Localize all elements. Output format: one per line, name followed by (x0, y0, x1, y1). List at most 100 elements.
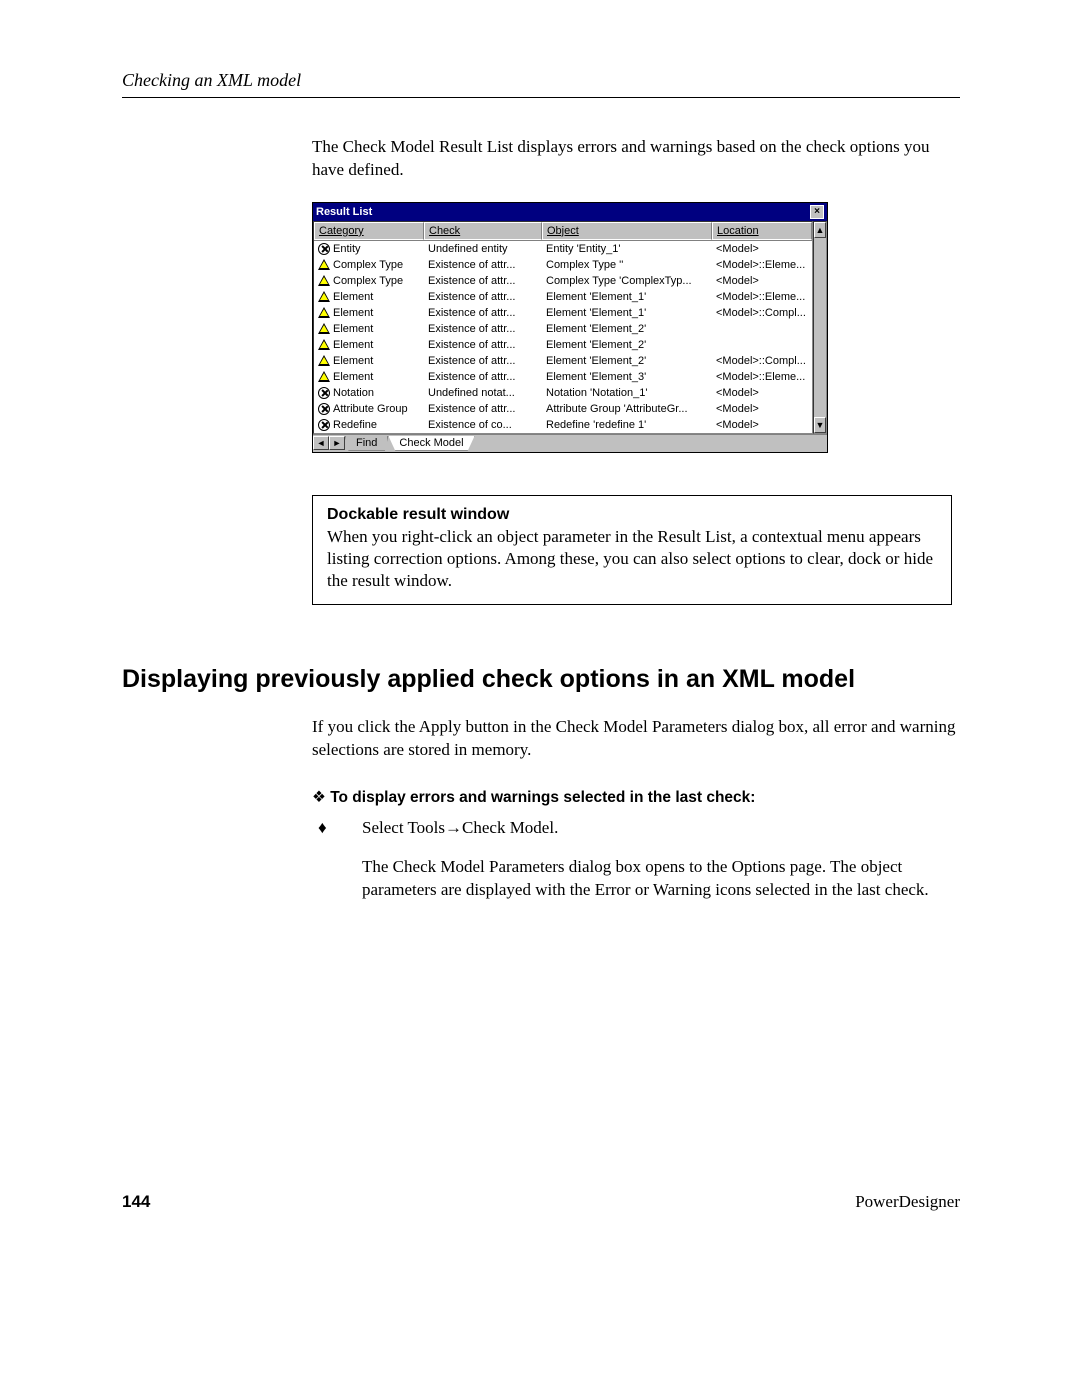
warning-icon (318, 307, 330, 318)
category-text: Attribute Group (333, 403, 408, 415)
footer-product: PowerDesigner (855, 1192, 960, 1212)
category-text: Entity (333, 243, 361, 255)
cell-location: <Model>::Eleme... (712, 259, 812, 271)
cell-check: Existence of attr... (424, 259, 542, 271)
scroll-up-icon[interactable]: ▲ (814, 222, 826, 238)
table-row[interactable]: Attribute GroupExistence of attr...Attri… (314, 401, 812, 417)
category-text: Element (333, 339, 373, 351)
cell-location: <Model> (712, 243, 812, 255)
warning-icon (318, 323, 330, 334)
cell-category: Element (314, 323, 424, 335)
bullet-icon: ♦ (340, 817, 362, 840)
page-number: 144 (122, 1192, 150, 1212)
category-text: Complex Type (333, 275, 403, 287)
cell-object: Element 'Element_3' (542, 371, 712, 383)
warning-icon (318, 371, 330, 382)
cell-location: <Model> (712, 387, 812, 399)
dockable-note-box: Dockable result window When you right-cl… (312, 495, 952, 605)
cell-check: Existence of attr... (424, 275, 542, 287)
cell-check: Existence of attr... (424, 339, 542, 351)
cell-category: Notation (314, 387, 424, 399)
table-row[interactable]: ElementExistence of attr...Element 'Elem… (314, 321, 812, 337)
category-text: Complex Type (333, 259, 403, 271)
cell-category: Redefine (314, 419, 424, 431)
tabs-row: ◄ ► Find Check Model (313, 434, 827, 452)
table-row[interactable]: ElementExistence of attr...Element 'Elem… (314, 289, 812, 305)
cell-check: Existence of attr... (424, 323, 542, 335)
cell-object: Redefine 'redefine 1' (542, 419, 712, 431)
header-category[interactable]: Category (314, 222, 424, 240)
table-row[interactable]: NotationUndefined notat...Notation 'Nota… (314, 385, 812, 401)
header-location[interactable]: Location (712, 222, 812, 240)
cell-object: Element 'Element_2' (542, 355, 712, 367)
close-icon[interactable]: × (810, 205, 824, 219)
step-1-text: Select Tools→Check Model. (362, 818, 558, 837)
table-row[interactable]: ElementExistence of attr...Element 'Elem… (314, 305, 812, 321)
cell-object: Complex Type 'ComplexTyp... (542, 275, 712, 287)
grid-header: Category Check Object Location (314, 222, 812, 241)
cell-location: <Model>::Eleme... (712, 371, 812, 383)
tab-find[interactable]: Find (345, 436, 388, 451)
error-icon (318, 387, 330, 399)
section-intro: If you click the Apply button in the Che… (312, 716, 958, 762)
cell-object: Entity 'Entity_1' (542, 243, 712, 255)
warning-icon (318, 355, 330, 366)
error-icon (318, 419, 330, 431)
header-check[interactable]: Check (424, 222, 542, 240)
category-text: Redefine (333, 419, 377, 431)
cell-object: Notation 'Notation_1' (542, 387, 712, 399)
cell-category: Element (314, 307, 424, 319)
category-text: Element (333, 371, 373, 383)
cell-check: Existence of attr... (424, 371, 542, 383)
cell-object: Attribute Group 'AttributeGr... (542, 403, 712, 415)
cell-category: Element (314, 291, 424, 303)
warning-icon (318, 275, 330, 286)
scroll-down-icon[interactable]: ▼ (814, 417, 826, 433)
table-row[interactable]: Redefine Existence of co...Redefine 'rede… (314, 417, 812, 433)
error-icon (318, 403, 330, 415)
tab-nav-next-icon[interactable]: ► (329, 436, 345, 450)
panel-title: Result List (316, 206, 810, 218)
dockable-body: When you right-click an object parameter… (327, 526, 937, 592)
table-row[interactable]: Element Existence of attr...Element 'Elem… (314, 353, 812, 369)
dockable-title: Dockable result window (327, 506, 937, 524)
steps-heading-text: To display errors and warnings selected … (330, 789, 755, 806)
cell-check: Existence of attr... (424, 307, 542, 319)
running-head: Checking an XML model (122, 70, 960, 98)
tab-check-model[interactable]: Check Model (388, 436, 474, 451)
cell-category: Complex Type (314, 275, 424, 287)
table-row[interactable]: Complex Type Existence of attr...Complex … (314, 257, 812, 273)
header-object[interactable]: Object (542, 222, 712, 240)
steps-heading: To display errors and warnings selected … (326, 788, 958, 807)
step-1-result: The Check Model Parameters dialog box op… (362, 856, 958, 902)
cell-check: Undefined entity (424, 243, 542, 255)
cell-location: <Model>::Eleme... (712, 291, 812, 303)
cell-location: <Model>::Compl... (712, 307, 812, 319)
section-heading: Displaying previously applied check opti… (122, 665, 960, 694)
category-text: Element (333, 291, 373, 303)
cell-category: Attribute Group (314, 403, 424, 415)
cell-location: <Model> (712, 419, 812, 431)
panel-titlebar: Result List × (313, 203, 827, 221)
category-text: Notation (333, 387, 374, 399)
error-icon (318, 243, 330, 255)
cell-check: Existence of co... (424, 419, 542, 431)
cell-category: Element (314, 339, 424, 351)
step-item-1: ♦Select Tools→Check Model. (362, 817, 958, 840)
cell-check: Existence of attr... (424, 355, 542, 367)
cell-category: Element (314, 355, 424, 367)
cell-category: Complex Type (314, 259, 424, 271)
category-text: Element (333, 355, 373, 367)
result-list-panel: Result List × Category Check Object Loca… (312, 202, 828, 453)
cell-category: Entity (314, 243, 424, 255)
cell-object: Element 'Element_2' (542, 323, 712, 335)
tab-nav-prev-icon[interactable]: ◄ (313, 436, 329, 450)
cell-object: Element 'Element_1' (542, 291, 712, 303)
page-footer: 144 PowerDesigner (122, 1192, 960, 1212)
table-row[interactable]: Entity Undefined entityEntity 'Entity_1'<… (314, 241, 812, 257)
table-row[interactable]: Complex Type Existence of attr...Complex … (314, 273, 812, 289)
vertical-scrollbar[interactable]: ▲ ▼ (813, 221, 827, 434)
table-row[interactable]: Element Existence of attr...Element 'Elem… (314, 369, 812, 385)
table-row[interactable]: ElementExistence of attr...Element 'Elem… (314, 337, 812, 353)
cell-object: Complex Type '' (542, 259, 712, 271)
